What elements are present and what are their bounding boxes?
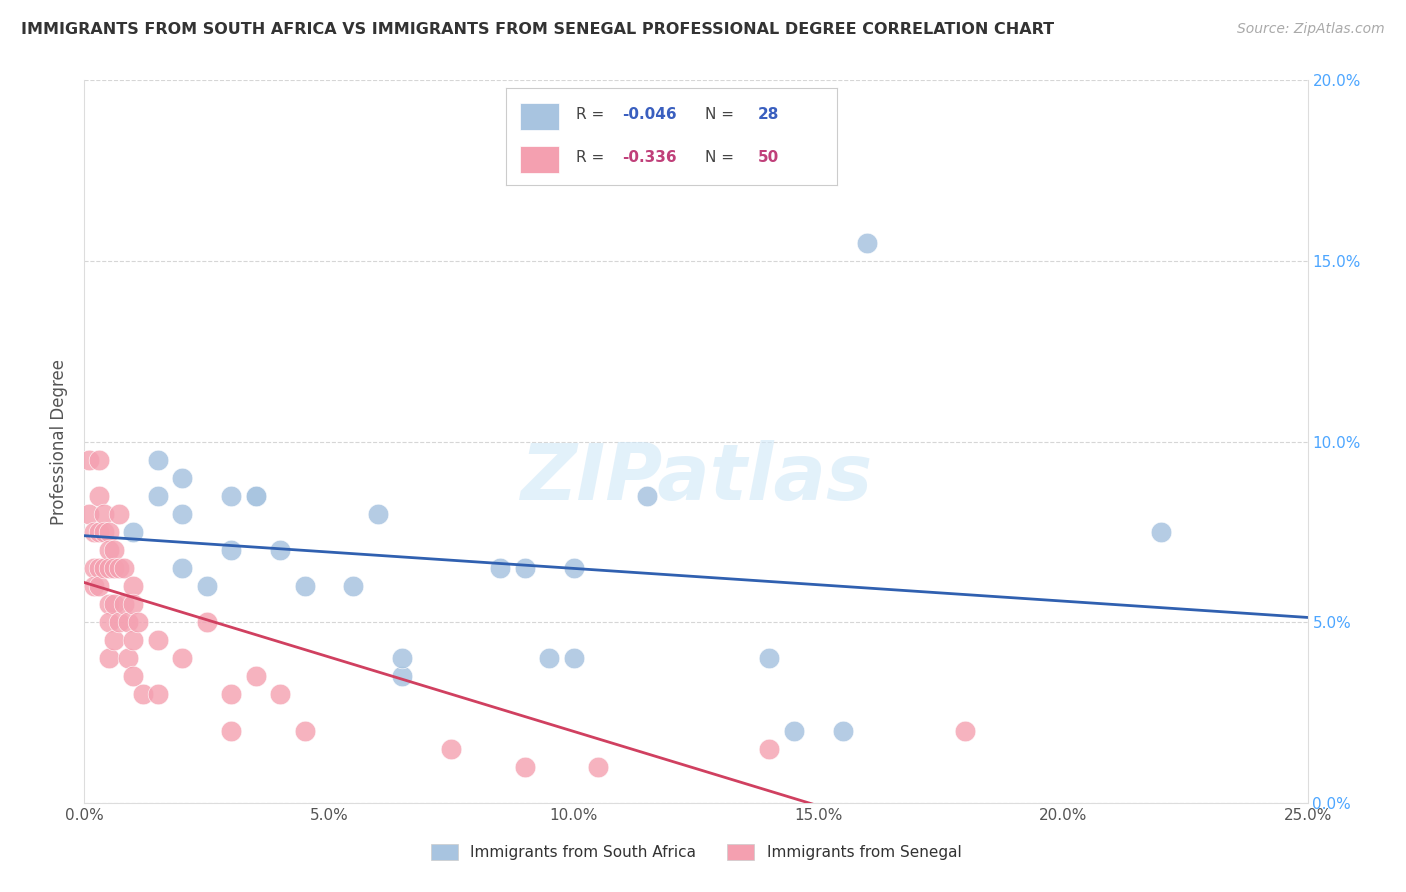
Point xyxy=(122,633,145,648)
Point xyxy=(97,561,120,575)
Point xyxy=(93,507,115,521)
Point xyxy=(538,651,561,665)
Point xyxy=(245,669,267,683)
Point xyxy=(87,524,110,539)
Point xyxy=(122,524,145,539)
Point xyxy=(513,760,536,774)
Point xyxy=(294,723,316,738)
Point xyxy=(1150,524,1173,539)
Point xyxy=(758,741,780,756)
Point xyxy=(783,723,806,738)
Point xyxy=(146,687,169,701)
Point xyxy=(97,524,120,539)
Legend: Immigrants from South Africa, Immigrants from Senegal: Immigrants from South Africa, Immigrants… xyxy=(430,844,962,860)
Text: ZIPatlas: ZIPatlas xyxy=(520,440,872,516)
Point xyxy=(97,542,120,557)
Point xyxy=(856,235,879,250)
Point xyxy=(342,579,364,593)
Point xyxy=(172,561,194,575)
Point xyxy=(294,579,316,593)
Point xyxy=(195,579,218,593)
Point xyxy=(112,597,135,611)
Y-axis label: Professional Degree: Professional Degree xyxy=(51,359,69,524)
Point xyxy=(269,687,291,701)
Point xyxy=(172,471,194,485)
Point xyxy=(831,723,853,738)
Point xyxy=(122,669,145,683)
Point xyxy=(93,524,115,539)
Point xyxy=(97,615,120,630)
Point xyxy=(122,579,145,593)
Point xyxy=(758,651,780,665)
Point xyxy=(103,597,125,611)
Point xyxy=(636,489,658,503)
Point xyxy=(391,669,413,683)
Text: Source: ZipAtlas.com: Source: ZipAtlas.com xyxy=(1237,22,1385,37)
Point xyxy=(269,542,291,557)
Point xyxy=(132,687,155,701)
Point xyxy=(107,615,129,630)
Point xyxy=(97,597,120,611)
Point xyxy=(172,507,194,521)
Point xyxy=(103,633,125,648)
Point xyxy=(83,561,105,575)
Point xyxy=(562,651,585,665)
Point xyxy=(117,615,139,630)
Point xyxy=(107,561,129,575)
Point xyxy=(77,452,100,467)
Point xyxy=(87,579,110,593)
Point xyxy=(103,542,125,557)
Point xyxy=(112,561,135,575)
Point xyxy=(117,651,139,665)
Point xyxy=(391,651,413,665)
Point xyxy=(107,507,129,521)
Point xyxy=(513,561,536,575)
Point xyxy=(489,561,512,575)
Point xyxy=(562,561,585,575)
Point xyxy=(77,507,100,521)
Point xyxy=(87,561,110,575)
Point xyxy=(172,651,194,665)
Point xyxy=(97,651,120,665)
Point xyxy=(127,615,149,630)
Point xyxy=(146,633,169,648)
Point xyxy=(219,687,242,701)
Point xyxy=(83,524,105,539)
Point xyxy=(219,542,242,557)
Point xyxy=(245,489,267,503)
Point xyxy=(146,452,169,467)
Point xyxy=(83,579,105,593)
Point xyxy=(367,507,389,521)
Point xyxy=(195,615,218,630)
Point xyxy=(146,489,169,503)
Point xyxy=(586,760,609,774)
Point xyxy=(219,489,242,503)
Point xyxy=(122,597,145,611)
Point xyxy=(440,741,463,756)
Point xyxy=(87,452,110,467)
Point xyxy=(245,489,267,503)
Point xyxy=(87,489,110,503)
Point xyxy=(103,561,125,575)
Point xyxy=(93,561,115,575)
Point xyxy=(953,723,976,738)
Point xyxy=(219,723,242,738)
Text: IMMIGRANTS FROM SOUTH AFRICA VS IMMIGRANTS FROM SENEGAL PROFESSIONAL DEGREE CORR: IMMIGRANTS FROM SOUTH AFRICA VS IMMIGRAN… xyxy=(21,22,1054,37)
